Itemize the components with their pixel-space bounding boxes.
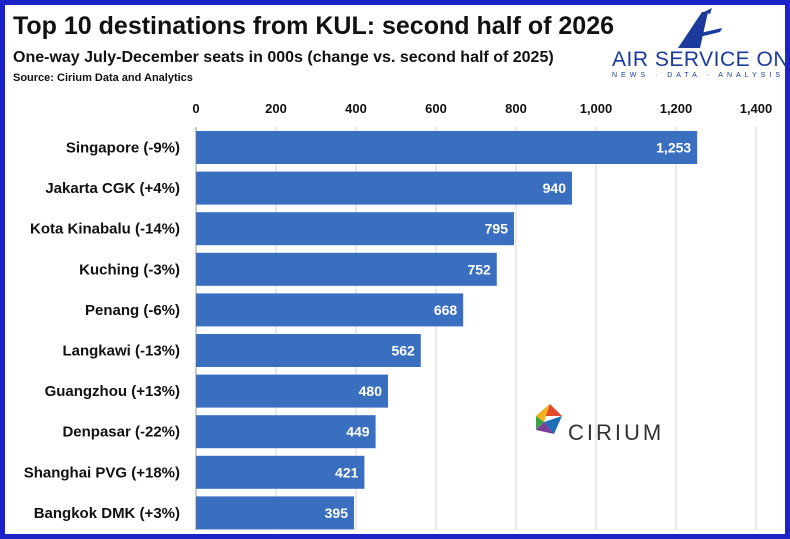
value-label: 795 [485, 221, 509, 237]
brand-name: AIR SERVICE ONE [612, 48, 790, 71]
category-label: Penang (-6%) [85, 302, 180, 319]
chart-title: Top 10 destinations from KUL: second hal… [13, 12, 615, 40]
value-label: 395 [325, 505, 349, 521]
x-tick-label: 600 [425, 101, 447, 116]
x-tick-label: 800 [505, 101, 527, 116]
category-label: Guangzhou (+13%) [45, 383, 180, 400]
category-label: Denpasar (-22%) [62, 424, 180, 441]
chart-subtitle: One-way July-December seats in 000s (cha… [13, 49, 554, 66]
bar [196, 252, 497, 286]
brand-tagline: NEWS · DATA · ANALYSIS [612, 72, 785, 79]
bar [196, 374, 388, 408]
value-label: 562 [391, 343, 415, 359]
value-label: 940 [543, 180, 567, 196]
value-label: 480 [359, 383, 383, 399]
x-tick-label: 1,000 [580, 101, 613, 116]
bars [196, 131, 698, 530]
category-label: Jakarta CGK (+4%) [45, 180, 180, 197]
value-label: 421 [335, 464, 359, 480]
category-label: Kota Kinabalu (-14%) [30, 221, 180, 238]
category-label: Singapore (-9%) [66, 140, 180, 157]
category-label: Bangkok DMK (+3%) [34, 505, 180, 522]
category-labels: Singapore (-9%) Jakarta CGK (+4%) Kota Kin… [24, 140, 180, 522]
value-label: 752 [467, 261, 491, 277]
x-tick-label: 0 [192, 101, 199, 116]
category-label: Shanghai PVG (+18%) [24, 464, 180, 481]
x-tick-label: 200 [265, 101, 287, 116]
x-axis-ticks: 0 200 400 600 800 1,000 1,200 1,400 [192, 101, 772, 116]
cirium-wordmark: CIRIUM [568, 420, 665, 445]
value-label: 668 [434, 302, 458, 318]
bar [196, 496, 354, 530]
cirium-logo: CIRIUM [532, 400, 672, 448]
bar [196, 293, 464, 327]
chart-source: Source: Cirium Data and Analytics [13, 72, 193, 84]
category-label: Kuching (-3%) [79, 261, 180, 278]
bar [196, 212, 514, 246]
bar [196, 334, 421, 367]
bar [196, 171, 572, 205]
x-tick-label: 1,200 [660, 101, 693, 116]
category-label: Langkawi (-13%) [62, 343, 180, 360]
airplane-a-icon [678, 8, 722, 48]
value-label: 449 [346, 424, 370, 440]
bar [196, 415, 376, 449]
x-tick-label: 400 [345, 101, 367, 116]
bar [196, 131, 698, 164]
value-labels: 1,253 940 795 752 668 562 480 449 421 395 [325, 140, 692, 521]
value-label: 1,253 [656, 140, 691, 156]
cirium-mark-icon [536, 404, 562, 434]
bar [196, 455, 365, 489]
air-service-one-logo: AIR SERVICE ONE NEWS · DATA · ANALYSIS [612, 8, 790, 80]
x-tick-label: 1,400 [740, 101, 773, 116]
